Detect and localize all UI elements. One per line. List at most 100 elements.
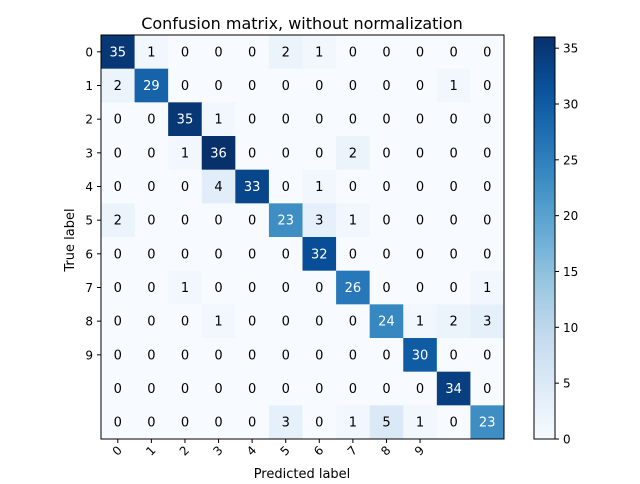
cell-value-label: 0: [315, 113, 323, 128]
cell-value-label: 1: [449, 79, 457, 94]
cell-value-label: 3: [282, 416, 290, 431]
cell-value-label: 0: [483, 214, 491, 229]
colorbar-tick-label: 5: [563, 377, 571, 391]
cell-value-label: 0: [248, 45, 256, 60]
cell-value-label: 1: [214, 113, 222, 128]
cell-value-label: 1: [181, 146, 189, 161]
cell-value-label: 0: [382, 348, 390, 363]
cell-value-label: 1: [416, 416, 424, 431]
cell-value-label: 0: [449, 348, 457, 363]
colorbar-tick-label: 30: [563, 98, 578, 112]
cell-value-label: 0: [114, 416, 122, 431]
matrix-cell: [101, 405, 136, 440]
matrix-cell: [369, 304, 404, 339]
matrix-cell: [201, 102, 236, 137]
cell-value-label: 3: [483, 315, 491, 330]
cell-value-label: 24: [378, 315, 395, 330]
cell-value-label: 0: [382, 113, 390, 128]
cell-value-label: 0: [483, 382, 491, 397]
cell-value-label: 2: [114, 214, 122, 229]
y-tick-label: 4: [85, 180, 93, 194]
cell-value-label: 33: [244, 180, 261, 195]
colorbar-tick-label: 0: [563, 433, 571, 447]
y-tick-label: 1: [85, 79, 93, 93]
cell-value-label: 0: [449, 281, 457, 296]
cell-value-label: 0: [416, 79, 424, 94]
matrix-cell: [268, 35, 303, 70]
cell-value-label: 4: [214, 180, 222, 195]
matrix-cell: [470, 169, 505, 204]
cell-value-label: 0: [416, 45, 424, 60]
colorbar-tick-label: 15: [563, 265, 578, 279]
matrix-cell: [268, 270, 303, 305]
cell-value-label: 0: [181, 247, 189, 262]
matrix-cell: [201, 237, 236, 272]
cell-value-label: 0: [214, 382, 222, 397]
cell-value-label: 0: [449, 146, 457, 161]
matrix-cell: [336, 338, 371, 373]
matrix-cell: [336, 237, 371, 272]
cell-value-label: 0: [248, 247, 256, 262]
matrix-cell: [268, 203, 303, 238]
cell-value-label: 36: [210, 146, 227, 161]
cell-value-label: 0: [315, 315, 323, 330]
cell-value-label: 0: [282, 315, 290, 330]
cell-value-label: 0: [282, 247, 290, 262]
cell-value-label: 0: [147, 113, 155, 128]
matrix-cell: [336, 169, 371, 204]
matrix-cell: [201, 405, 236, 440]
matrix-cell: [302, 338, 337, 373]
matrix-cell: [369, 35, 404, 70]
cell-value-label: 0: [282, 281, 290, 296]
cell-value-label: 2: [282, 45, 290, 60]
x-tick-label: 2: [177, 443, 192, 458]
matrix-cell: [168, 169, 203, 204]
matrix-cell: [268, 102, 303, 137]
matrix-cell: [168, 405, 203, 440]
matrix-cell: [101, 237, 136, 272]
matrix-cell: [470, 371, 505, 406]
matrix-cell: [336, 203, 371, 238]
matrix-cell: [134, 270, 169, 305]
cell-value-label: 0: [147, 315, 155, 330]
y-axis-label: True label: [63, 208, 78, 272]
plot-frame: [100, 34, 505, 440]
matrix-cell: [235, 35, 270, 70]
cell-value-label: 0: [416, 180, 424, 195]
matrix-cell: [470, 304, 505, 339]
cell-value-label: 0: [248, 315, 256, 330]
cell-value-label: 0: [483, 113, 491, 128]
matrix-cell: [403, 237, 438, 272]
cell-value-label: 0: [382, 79, 390, 94]
cell-value-label: 0: [282, 180, 290, 195]
cell-value-label: 0: [147, 382, 155, 397]
cell-value-label: 0: [181, 315, 189, 330]
cell-value-label: 0: [349, 79, 357, 94]
matrix-cell: [134, 102, 169, 137]
matrix-cell: [436, 304, 471, 339]
y-tick-label: 0: [85, 45, 93, 59]
cell-value-label: 0: [114, 382, 122, 397]
matrix-cell: [336, 136, 371, 171]
colorbar-tick-label: 25: [563, 153, 578, 167]
matrix-cell: [134, 203, 169, 238]
matrix-cell: [470, 35, 505, 70]
colorbar-tick-label: 10: [563, 321, 578, 335]
x-tick-label: 4: [244, 443, 259, 458]
matrix-cell: [134, 237, 169, 272]
y-tick-label: 8: [85, 315, 93, 329]
matrix-cell: [101, 169, 136, 204]
matrix-cell: [101, 35, 136, 70]
cell-value-label: 0: [114, 146, 122, 161]
matrix-cell: [369, 68, 404, 103]
x-axis-ticks: 0 1 2 3 4 5 6 7 8 9: [110, 439, 427, 459]
matrix-cell: [336, 405, 371, 440]
matrix-cell: [470, 102, 505, 137]
colorbar: [533, 36, 556, 440]
matrix-cell: [302, 371, 337, 406]
cell-value-label: 2: [114, 79, 122, 94]
x-axis-label: Predicted label: [254, 467, 351, 480]
cell-value-label: 0: [181, 45, 189, 60]
x-tick-label: 0: [110, 443, 125, 458]
